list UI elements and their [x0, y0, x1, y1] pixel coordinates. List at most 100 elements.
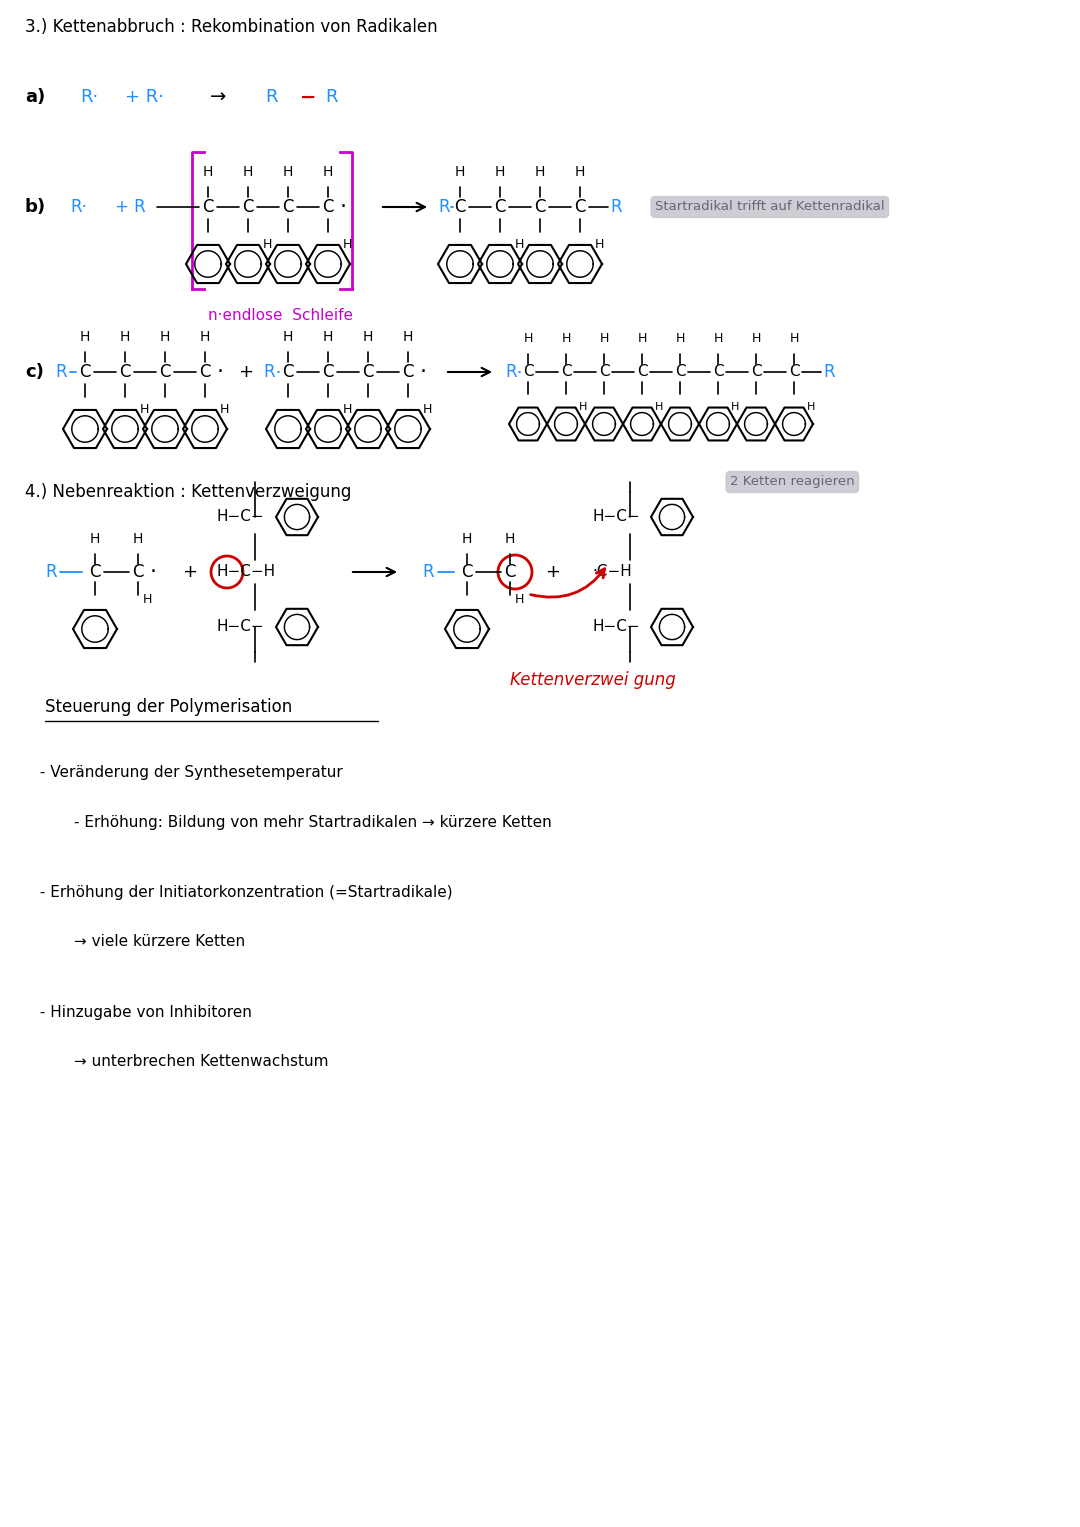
Text: C: C	[119, 363, 131, 382]
Text: H: H	[654, 402, 663, 412]
Text: +: +	[183, 563, 197, 580]
Text: R: R	[45, 563, 56, 580]
Text: H: H	[504, 531, 515, 547]
Text: - Erhöhung: Bildung von mehr Startradikalen → kürzere Ketten: - Erhöhung: Bildung von mehr Startradika…	[35, 814, 552, 829]
Text: H: H	[243, 165, 253, 179]
Text: ·C−H: ·C−H	[592, 565, 632, 580]
Text: H: H	[283, 165, 293, 179]
Text: C: C	[362, 363, 374, 382]
Text: + R·: + R·	[125, 89, 164, 105]
Text: R: R	[823, 363, 835, 382]
Text: R: R	[438, 199, 449, 215]
Text: +: +	[238, 363, 253, 382]
Text: H: H	[535, 165, 545, 179]
Text: R: R	[265, 89, 278, 105]
Text: H: H	[562, 333, 570, 345]
Text: H: H	[599, 333, 609, 345]
Text: C: C	[132, 563, 144, 580]
Text: R: R	[422, 563, 434, 580]
Text: c): c)	[25, 363, 44, 382]
Text: R: R	[610, 199, 622, 215]
Text: C: C	[523, 365, 534, 380]
Text: ·: ·	[420, 362, 427, 382]
Text: C: C	[90, 563, 100, 580]
Text: C: C	[788, 365, 799, 380]
Text: H: H	[160, 330, 171, 344]
Text: H: H	[515, 238, 525, 252]
Text: C: C	[598, 365, 609, 380]
Text: C: C	[675, 365, 686, 380]
Text: H: H	[495, 165, 505, 179]
Text: H: H	[343, 403, 352, 417]
Text: H: H	[323, 330, 334, 344]
Text: ·: ·	[150, 562, 157, 582]
Text: R: R	[505, 363, 516, 382]
Text: H: H	[323, 165, 334, 179]
Text: n·endlose  Schleife: n·endlose Schleife	[208, 307, 353, 322]
Text: →: →	[210, 87, 227, 107]
Text: H−C−: H−C−	[592, 510, 639, 524]
Text: C: C	[242, 199, 254, 215]
Text: ·: ·	[217, 362, 224, 382]
Text: H: H	[283, 330, 293, 344]
Text: H: H	[524, 333, 532, 345]
Text: H−C−H: H−C−H	[217, 565, 276, 580]
Text: C: C	[713, 365, 724, 380]
Text: 2 Ketten reagieren: 2 Ketten reagieren	[730, 475, 854, 489]
Text: H: H	[264, 238, 272, 252]
Text: Kettenverzwei gung: Kettenverzwei gung	[510, 670, 676, 689]
Text: H: H	[343, 238, 352, 252]
Text: H: H	[789, 333, 799, 345]
Text: H−C−: H−C−	[217, 510, 265, 524]
Text: → viele kürzere Ketten: → viele kürzere Ketten	[35, 935, 245, 950]
Text: +: +	[545, 563, 561, 580]
Text: C: C	[202, 199, 214, 215]
Text: → unterbrechen Kettenwachstum: → unterbrechen Kettenwachstum	[35, 1055, 328, 1069]
Text: H−C−: H−C−	[217, 620, 265, 635]
Text: H: H	[133, 531, 144, 547]
Text: H: H	[403, 330, 414, 344]
Text: 4.) Nebenreaktion : Kettenverzweigung: 4.) Nebenreaktion : Kettenverzweigung	[25, 483, 351, 501]
Text: H: H	[515, 594, 525, 606]
Text: 3.) Kettenabbruch : Rekombination von Radikalen: 3.) Kettenabbruch : Rekombination von Ra…	[25, 18, 437, 37]
Text: C: C	[199, 363, 211, 382]
Text: C: C	[504, 563, 516, 580]
Text: + R: + R	[114, 199, 146, 215]
Text: H: H	[120, 330, 131, 344]
Text: Steuerung der Polymerisation: Steuerung der Polymerisation	[45, 698, 293, 716]
Text: C: C	[322, 363, 334, 382]
Text: C: C	[79, 363, 91, 382]
Text: C: C	[637, 365, 647, 380]
Text: H: H	[80, 330, 91, 344]
Text: H: H	[807, 402, 815, 412]
Text: H: H	[595, 238, 605, 252]
Text: H: H	[423, 403, 432, 417]
Text: C: C	[282, 199, 294, 215]
Text: C: C	[535, 199, 545, 215]
Text: H: H	[731, 402, 740, 412]
Text: - Veränderung der Synthesetemperatur: - Veränderung der Synthesetemperatur	[35, 765, 342, 779]
Text: C: C	[159, 363, 171, 382]
Text: C: C	[751, 365, 761, 380]
Text: C: C	[322, 199, 334, 215]
Text: C: C	[495, 199, 505, 215]
Text: R·: R·	[70, 199, 86, 215]
Text: C: C	[455, 199, 465, 215]
Text: H: H	[713, 333, 723, 345]
Text: H: H	[200, 330, 211, 344]
Text: C: C	[402, 363, 414, 382]
Text: ·: ·	[340, 197, 347, 217]
Text: C: C	[575, 199, 585, 215]
Text: C: C	[282, 363, 294, 382]
Text: C: C	[461, 563, 473, 580]
Text: H: H	[455, 165, 465, 179]
Text: −: −	[300, 87, 316, 107]
Text: - Hinzugabe von Inhibitoren: - Hinzugabe von Inhibitoren	[35, 1005, 252, 1020]
Text: H: H	[675, 333, 685, 345]
Text: R: R	[55, 363, 67, 382]
Text: C: C	[561, 365, 571, 380]
Text: H: H	[90, 531, 100, 547]
Text: H: H	[637, 333, 647, 345]
Text: R: R	[264, 363, 274, 382]
Text: H: H	[140, 403, 149, 417]
